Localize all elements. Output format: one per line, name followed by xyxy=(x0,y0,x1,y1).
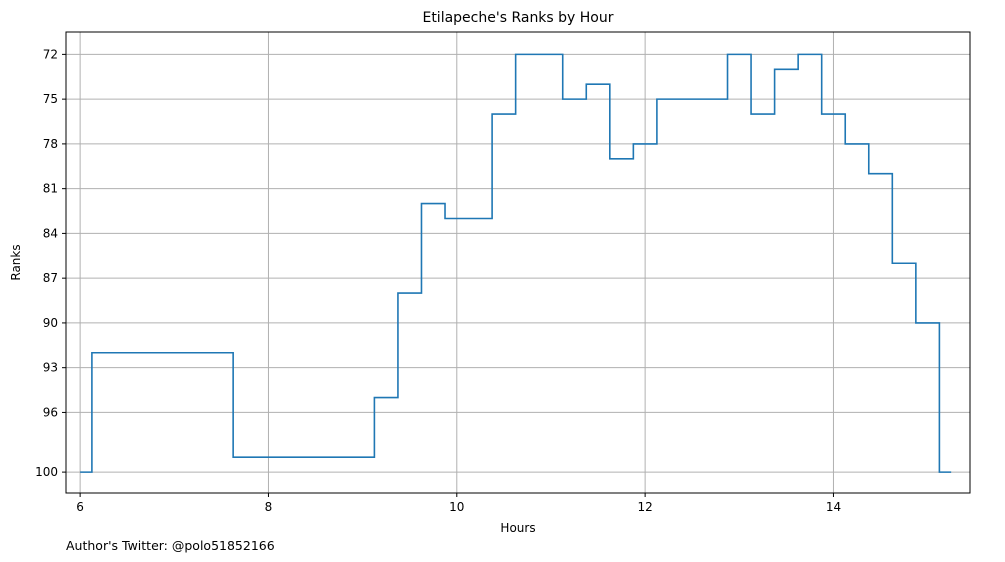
ticks: 6 8 10 12 14 72 75 78 81 84 87 90 93 96 100 xyxy=(35,47,841,514)
grid xyxy=(66,32,970,493)
plot-frame xyxy=(65,31,971,494)
author-credit: Author's Twitter: @polo51852166 xyxy=(66,538,275,553)
x-axis-label: Hours xyxy=(500,521,535,535)
y-tick-label: 84 xyxy=(43,226,58,240)
x-tick-label: 14 xyxy=(826,500,841,514)
y-tick-label: 75 xyxy=(43,92,58,106)
x-tick-label: 10 xyxy=(449,500,464,514)
x-tick-label: 12 xyxy=(637,500,652,514)
x-tick-label: 8 xyxy=(265,500,273,514)
y-tick-label: 96 xyxy=(43,405,58,419)
y-tick-label: 87 xyxy=(43,271,58,285)
rank-step-line xyxy=(80,53,952,473)
y-tick-label: 100 xyxy=(35,465,58,479)
y-tick-label: 72 xyxy=(43,47,58,61)
y-tick-label: 78 xyxy=(43,137,58,151)
y-tick-label: 93 xyxy=(43,361,58,375)
y-tick-label: 81 xyxy=(43,182,58,196)
x-tick-label: 6 xyxy=(76,500,84,514)
y-axis-label: Ranks xyxy=(9,244,23,280)
chart-title: Etilapeche's Ranks by Hour xyxy=(422,10,613,26)
y-tick-label: 90 xyxy=(43,316,58,330)
